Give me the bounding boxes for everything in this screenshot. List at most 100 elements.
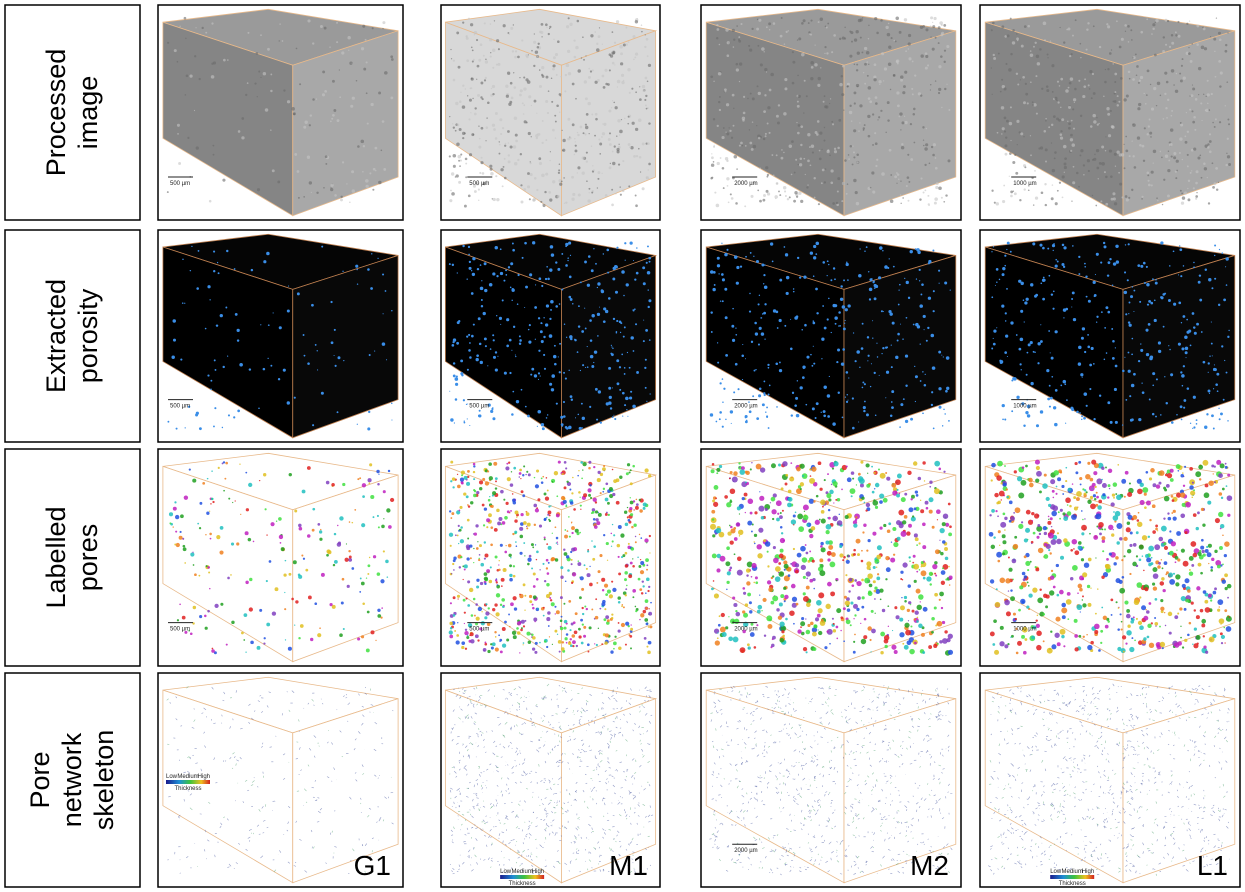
texture: [1156, 197, 1158, 199]
pore: [1199, 478, 1201, 480]
pore: [495, 480, 497, 482]
pore: [455, 398, 458, 401]
texture: [806, 95, 808, 97]
pore: [847, 279, 849, 281]
pore: [577, 351, 579, 353]
pore: [810, 622, 814, 626]
texture: [1106, 23, 1108, 25]
pore: [1121, 621, 1123, 623]
pore: [581, 588, 584, 591]
pore: [993, 246, 994, 247]
texture: [853, 129, 856, 132]
pore: [619, 389, 621, 391]
pore: [563, 500, 567, 504]
pore: [1021, 369, 1022, 370]
pore: [509, 626, 510, 627]
texture: [925, 28, 928, 31]
pore: [548, 625, 550, 627]
pore: [1076, 411, 1079, 414]
pore: [908, 601, 911, 604]
pore: [1219, 418, 1221, 420]
pore: [746, 581, 750, 585]
texture: [1138, 103, 1141, 106]
texture: [619, 130, 623, 134]
texture: [336, 41, 338, 43]
texture: [831, 121, 833, 123]
texture: [800, 125, 803, 128]
scale-text: 1000 µm: [1013, 404, 1036, 410]
pore: [357, 478, 359, 480]
pore: [504, 621, 507, 624]
pore: [380, 579, 384, 583]
pore: [851, 471, 855, 475]
texture: [885, 132, 886, 133]
texture: [563, 177, 565, 179]
pore: [260, 324, 261, 325]
pore: [874, 598, 876, 600]
texture: [1072, 143, 1076, 147]
texture: [925, 143, 928, 146]
pore: [736, 612, 741, 617]
pore: [581, 607, 583, 609]
pore: [806, 578, 808, 580]
pore: [725, 354, 728, 357]
texture: [502, 127, 504, 129]
pore: [920, 380, 922, 382]
pore: [343, 628, 345, 630]
texture: [492, 85, 495, 88]
texture: [366, 185, 369, 188]
texture: [739, 81, 740, 82]
texture: [194, 110, 195, 111]
texture: [992, 94, 993, 95]
texture: [588, 68, 590, 70]
pore: [587, 573, 591, 577]
pore: [894, 606, 897, 609]
pore: [211, 498, 213, 500]
texture: [258, 71, 260, 73]
texture: [1068, 106, 1071, 109]
texture: [329, 46, 331, 48]
pore: [477, 268, 479, 270]
pore: [1048, 330, 1050, 332]
pore: [802, 376, 805, 379]
texture: [718, 101, 720, 103]
pore: [633, 350, 635, 352]
texture: [466, 35, 468, 37]
pore: [482, 478, 485, 481]
pore: [809, 499, 814, 504]
texture: [1057, 81, 1059, 83]
pore: [479, 480, 483, 484]
pore: [566, 633, 569, 636]
texture: [503, 166, 505, 168]
pore: [237, 410, 240, 413]
pore: [529, 324, 531, 326]
pore: [265, 508, 267, 510]
pore: [920, 500, 921, 501]
pore: [489, 283, 493, 287]
texture: [901, 121, 904, 124]
texture: [616, 135, 617, 136]
pore: [556, 514, 560, 518]
pore: [1137, 522, 1142, 527]
pore: [1106, 352, 1108, 354]
texture: [508, 34, 509, 35]
texture: [500, 168, 503, 171]
texture: [907, 154, 909, 156]
pore: [763, 283, 764, 284]
pore: [578, 628, 581, 631]
texture: [853, 156, 855, 158]
pore: [1166, 402, 1168, 404]
pore: [864, 401, 866, 403]
pore: [1002, 404, 1005, 407]
pore: [768, 427, 770, 429]
pore: [485, 603, 487, 605]
texture: [1200, 102, 1202, 104]
texture: [1078, 80, 1080, 82]
texture: [515, 50, 517, 52]
texture: [769, 132, 771, 134]
pore: [778, 562, 781, 565]
pore: [1183, 365, 1185, 367]
pore: [719, 382, 721, 384]
pore: [922, 371, 923, 372]
pore: [264, 637, 266, 639]
